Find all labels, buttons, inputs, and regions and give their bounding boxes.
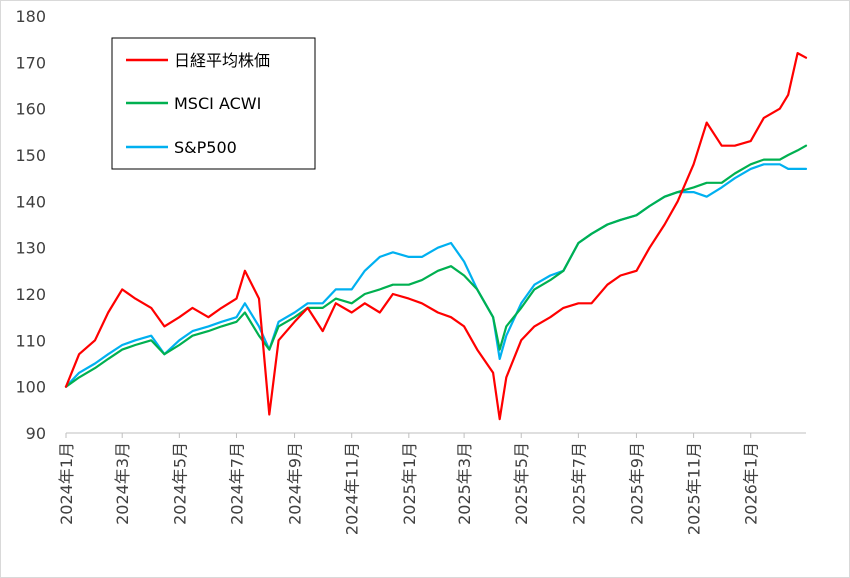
x-tick-label: 2025年11月: [685, 442, 704, 535]
y-tick-label: 180: [15, 7, 46, 26]
x-tick-label: 2026年1月: [742, 442, 761, 525]
x-tick-label: 2024年1月: [57, 442, 76, 525]
legend-label-msci-acwi: MSCI ACWI: [174, 94, 261, 113]
y-tick-label: 90: [26, 424, 46, 443]
y-tick-label: 120: [15, 285, 46, 304]
series-line-nikkei: [64, 51, 808, 421]
y-tick-label: 170: [15, 53, 46, 72]
x-tick-label: 2024年9月: [286, 442, 305, 525]
legend-label-nikkei: 日経平均株価: [174, 51, 270, 70]
x-tick-label: 2024年3月: [113, 442, 132, 525]
x-tick-label: 2025年7月: [569, 442, 588, 525]
series-line-msci-acwi: [64, 144, 808, 388]
x-tick-label: 2025年1月: [400, 442, 419, 525]
y-tick-label: 110: [15, 331, 46, 350]
x-tick-label: 2025年9月: [627, 442, 646, 525]
y-tick-label: 100: [15, 378, 46, 397]
x-tick-label: 2025年5月: [512, 442, 531, 525]
series-lines: [64, 51, 808, 421]
legend: 日経平均株価 MSCI ACWI S&P500: [111, 37, 316, 170]
y-tick-label: 130: [15, 239, 46, 258]
x-axis: 2024年1月 2024年3月 2024年5月 2024年7月 2024年9月 2024年…: [57, 432, 806, 535]
series-line-sp500: [64, 163, 808, 388]
x-tick-label: 2024年5月: [170, 442, 189, 525]
legend-label-sp500: S&P500: [174, 138, 237, 157]
x-tick-label: 2024年11月: [343, 442, 362, 535]
x-tick-label: 2025年3月: [455, 442, 474, 525]
x-tick-label: 2024年7月: [227, 442, 246, 525]
y-axis: 90 100 110 120 130 140 150 160 170 180: [15, 7, 46, 443]
y-tick-label: 140: [15, 192, 46, 211]
y-tick-label: 160: [15, 100, 46, 119]
y-tick-label: 150: [15, 146, 46, 165]
